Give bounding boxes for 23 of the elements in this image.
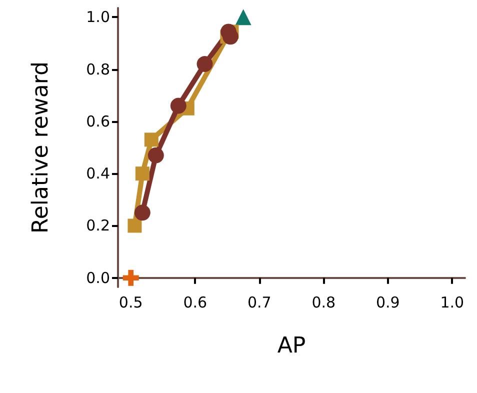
- x-tick-label: 0.9: [376, 294, 400, 312]
- point: [148, 147, 164, 164]
- x-tick-label: 0.7: [247, 294, 272, 312]
- y-tick-label: 0.0: [86, 268, 110, 287]
- y-tick-label: 0.6: [86, 112, 110, 130]
- y-tick-label: 0.8: [86, 60, 110, 78]
- y-axis-title: Relative reward: [28, 62, 54, 234]
- point: [122, 270, 139, 286]
- x-tick-label: 0.8: [312, 294, 336, 312]
- x-tick-label: 1.0: [440, 294, 464, 312]
- y-tick-label: 0.4: [86, 164, 110, 183]
- point: [235, 9, 252, 26]
- point: [170, 98, 186, 114]
- point: [196, 56, 213, 72]
- point: [134, 204, 150, 221]
- point: [144, 132, 158, 147]
- y-tick-label: 0.2: [86, 216, 110, 235]
- point: [135, 166, 150, 181]
- x-tick-label: 0.5: [118, 294, 143, 312]
- x-axis-title: AP: [277, 334, 306, 358]
- point: [128, 218, 142, 233]
- y-tick-label: 1.0: [86, 8, 110, 26]
- x-tick-label: 0.6: [183, 294, 208, 312]
